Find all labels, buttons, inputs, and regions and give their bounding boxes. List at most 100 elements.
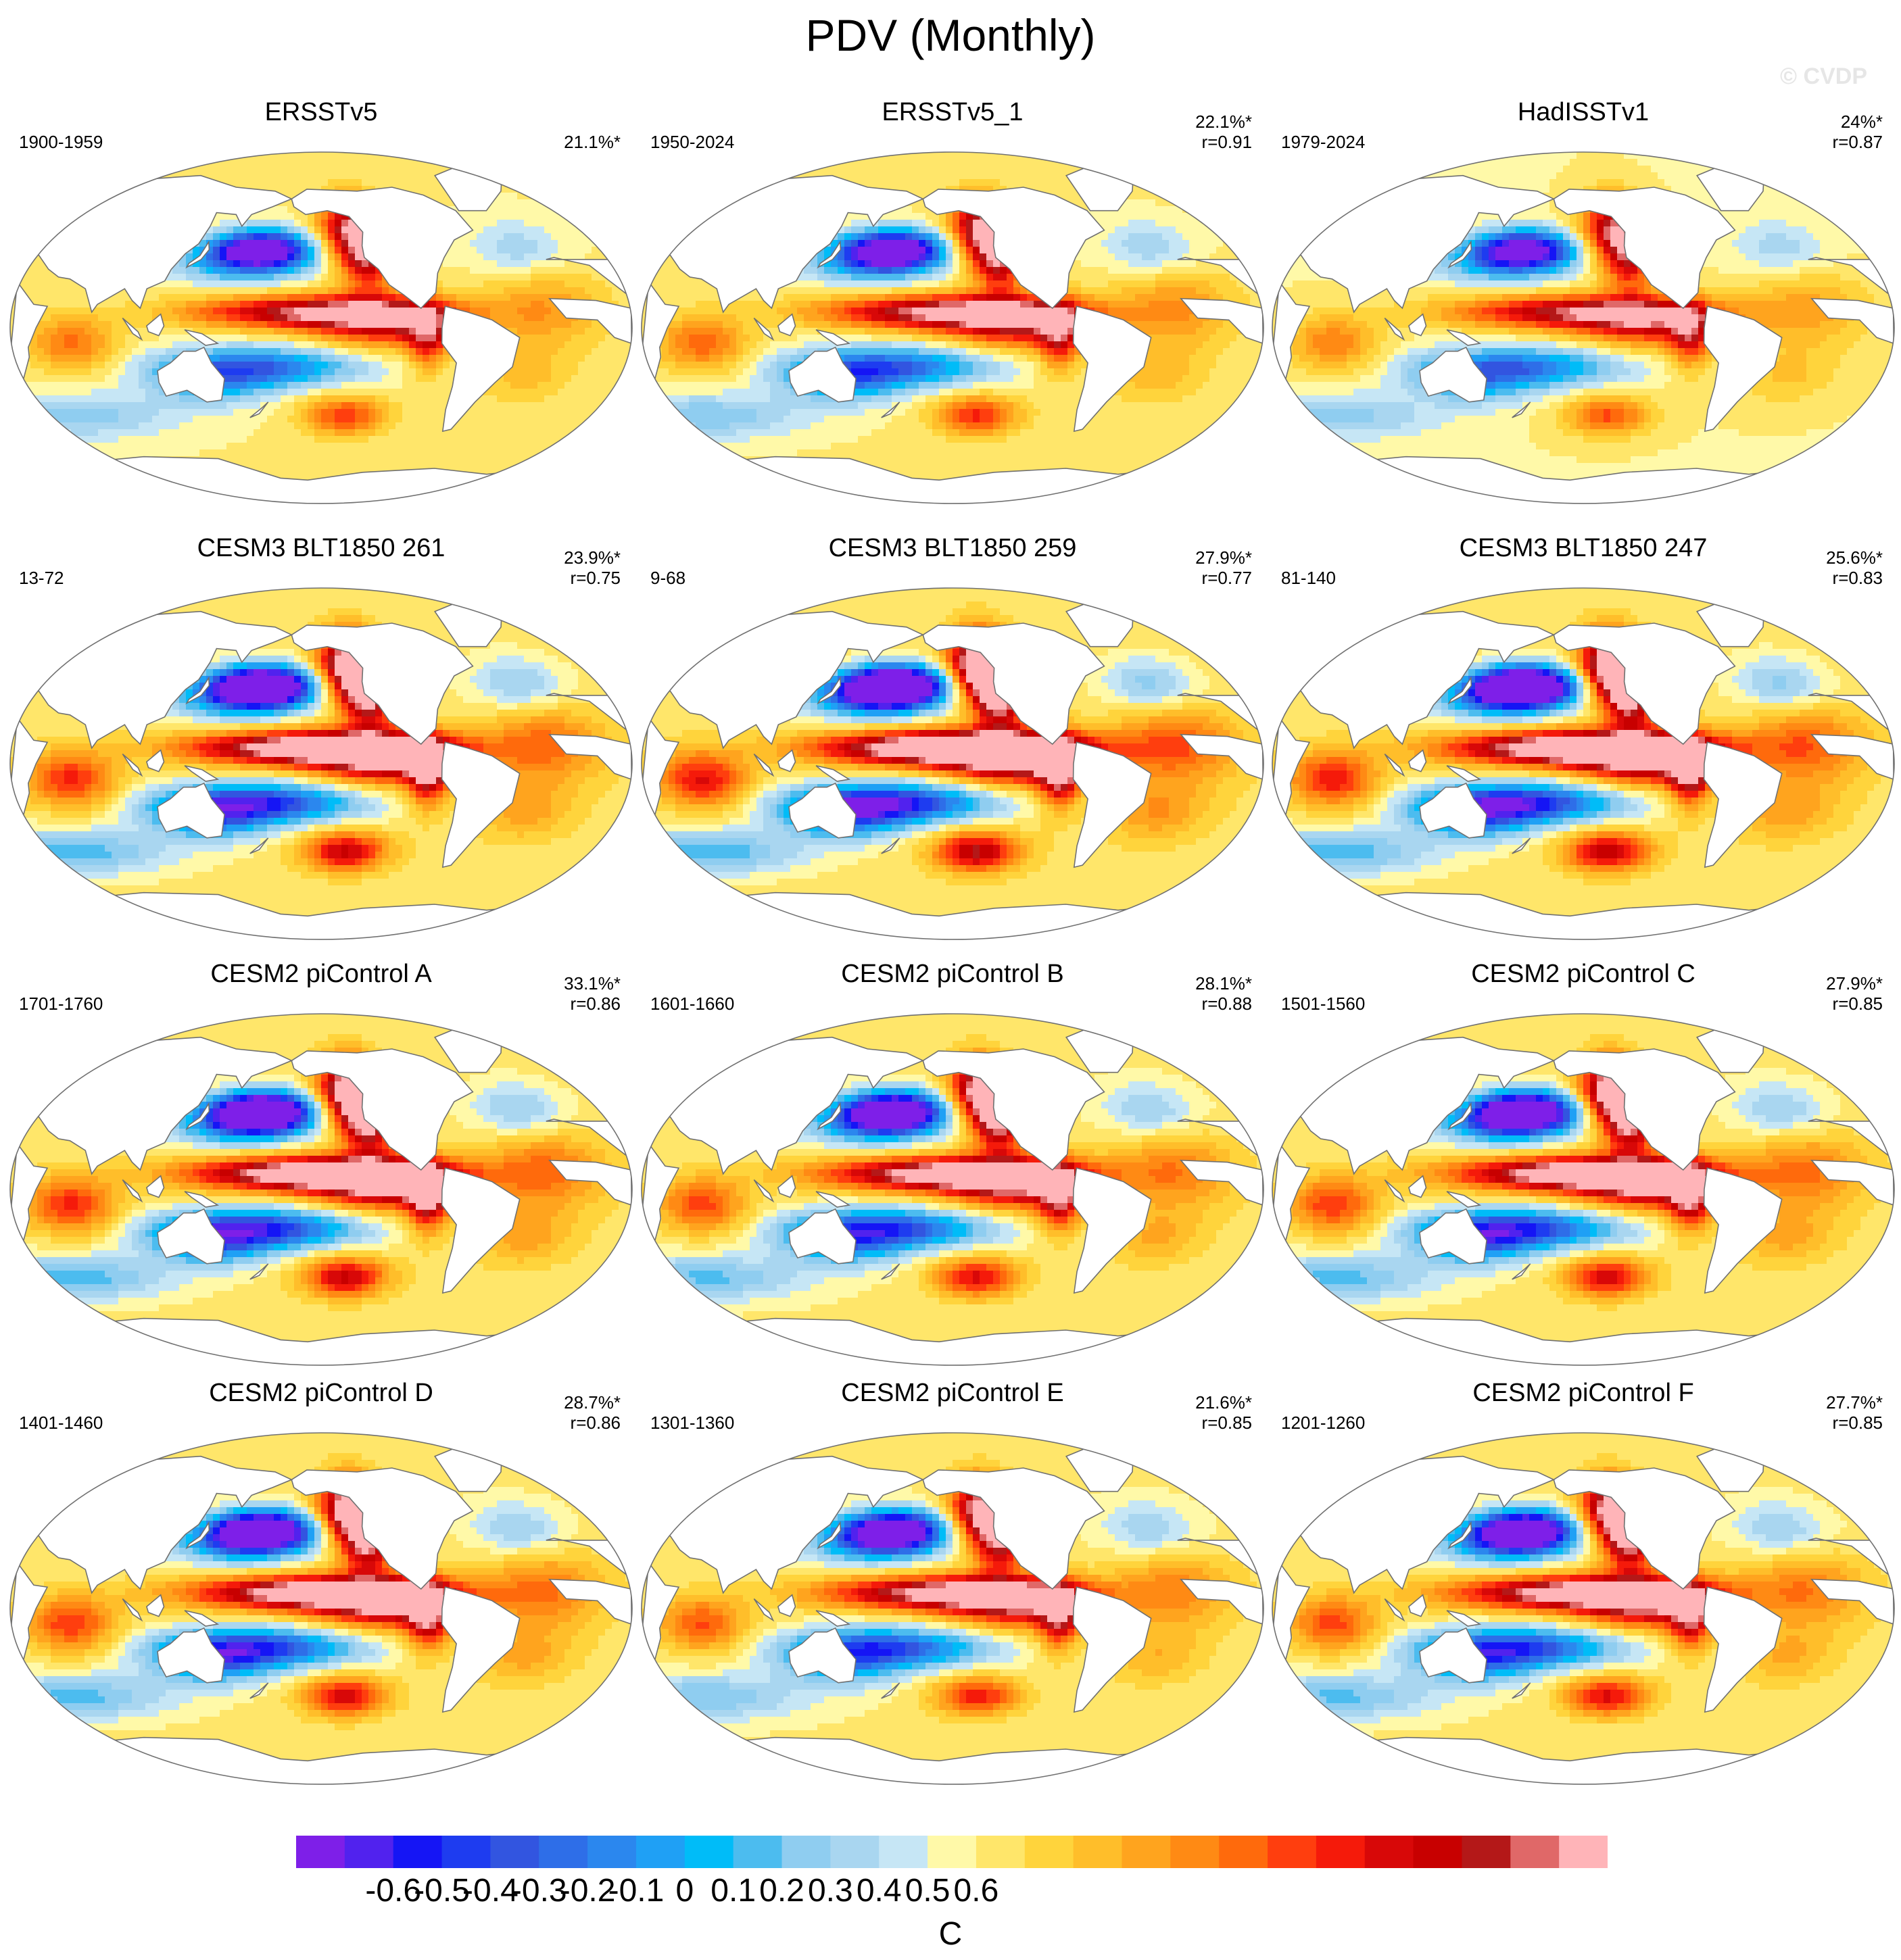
colorbar-swatch bbox=[441, 1836, 491, 1868]
land-eurasia bbox=[25, 610, 293, 750]
panel-pattern-correlation: r=0.83 bbox=[1833, 568, 1883, 589]
land-australia bbox=[788, 782, 857, 839]
map-border bbox=[1272, 1432, 1895, 1785]
sst-field bbox=[642, 152, 1264, 504]
land-japan bbox=[1447, 1521, 1472, 1550]
land-new-zealand bbox=[881, 1682, 900, 1699]
land-africa-west bbox=[1179, 297, 1264, 345]
land-japan bbox=[185, 240, 210, 269]
colorbar bbox=[296, 1836, 1608, 1868]
land-indonesia-borneo bbox=[1407, 749, 1427, 773]
land-north-america bbox=[922, 1467, 1105, 1590]
land-new-guinea bbox=[815, 1610, 851, 1627]
land-north-america bbox=[1553, 187, 1736, 310]
colorbar-tick-label: -0.3 bbox=[498, 1872, 579, 1909]
panel-title: ERSSTv5_1 bbox=[638, 98, 1267, 127]
land-australia bbox=[788, 1208, 857, 1265]
panel-variance-pct: 23.9%* bbox=[564, 547, 621, 568]
panel-years: 1201-1260 bbox=[1281, 1413, 1365, 1434]
colorbar-swatch bbox=[1219, 1836, 1268, 1868]
colorbar-swatch bbox=[1170, 1836, 1220, 1868]
colorbar-swatch bbox=[635, 1836, 685, 1868]
land-australia bbox=[1419, 1208, 1487, 1265]
panel-variance-pct: 28.1%* bbox=[1195, 973, 1252, 994]
map-panel: CESM3 BLT1850 259 9-68 27.9%* r=0.77 bbox=[638, 534, 1267, 953]
panel-years: 9-68 bbox=[650, 568, 685, 589]
colorbar-swatch bbox=[1462, 1836, 1511, 1868]
land-south-america bbox=[1703, 305, 1783, 433]
land-north-america bbox=[1553, 1467, 1736, 1590]
panel-title: CESM2 piControl D bbox=[7, 1379, 635, 1408]
land-japan bbox=[817, 240, 842, 269]
colorbar-swatch bbox=[684, 1836, 734, 1868]
land-japan bbox=[1447, 676, 1472, 705]
pdv-map bbox=[9, 1013, 633, 1366]
land-africa-west bbox=[548, 733, 632, 781]
map-border bbox=[9, 587, 633, 940]
land-indonesia-borneo bbox=[145, 749, 165, 773]
land-new-zealand bbox=[881, 401, 900, 418]
panel-variance-pct: 28.7%* bbox=[564, 1392, 621, 1413]
panel-pattern-correlation: r=0.87 bbox=[1833, 132, 1883, 153]
panel-variance-pct: 33.1%* bbox=[564, 973, 621, 994]
land-new-guinea bbox=[815, 765, 851, 782]
land-africa-west bbox=[1810, 297, 1894, 345]
panel-years: 1701-1760 bbox=[19, 994, 103, 1014]
panel-title: CESM2 piControl B bbox=[638, 960, 1267, 989]
panel-variance-pct: 27.9%* bbox=[1826, 973, 1883, 994]
colorbar-swatch bbox=[587, 1836, 637, 1868]
pdv-map bbox=[641, 151, 1264, 504]
land-eurasia bbox=[656, 1455, 925, 1594]
panel-years: 1950-2024 bbox=[650, 132, 734, 153]
land-eurasia bbox=[656, 1036, 925, 1175]
colorbar-swatch bbox=[344, 1836, 394, 1868]
panel-title: CESM2 piControl C bbox=[1269, 960, 1898, 989]
panel-title: CESM2 piControl F bbox=[1269, 1379, 1898, 1408]
land-indonesia-borneo bbox=[145, 313, 165, 337]
colorbar-swatch bbox=[490, 1836, 539, 1868]
land-sumatra bbox=[122, 318, 143, 341]
map-panel: CESM2 piControl E 1301-1360 21.6%* r=0.85 bbox=[638, 1379, 1267, 1798]
panel-years: 1401-1460 bbox=[19, 1413, 103, 1434]
land-south-america bbox=[441, 1586, 521, 1713]
land-africa-west bbox=[1179, 733, 1264, 781]
panel-pattern-correlation: r=0.88 bbox=[1202, 994, 1252, 1014]
land-indonesia-borneo bbox=[777, 749, 796, 773]
land-north-america bbox=[1553, 622, 1736, 745]
map-panel: CESM2 piControl F 1201-1260 27.7%* r=0.85 bbox=[1269, 1379, 1898, 1798]
map-panel: ERSSTv5 1900-1959 21.1%* bbox=[7, 98, 635, 517]
colorbar-swatch bbox=[1559, 1836, 1608, 1868]
land-sumatra bbox=[122, 754, 143, 777]
land-eurasia bbox=[25, 1036, 293, 1175]
land-japan bbox=[817, 1521, 842, 1550]
land-japan bbox=[1447, 240, 1472, 269]
land-japan bbox=[817, 1102, 842, 1131]
sst-field bbox=[10, 588, 632, 939]
colorbar-tick-label: 0.3 bbox=[790, 1872, 871, 1909]
land-new-zealand bbox=[881, 1263, 900, 1280]
colorbar-swatch bbox=[296, 1836, 345, 1868]
land-indonesia-borneo bbox=[777, 1594, 796, 1617]
colorbar-swatch bbox=[1122, 1836, 1171, 1868]
land-new-guinea bbox=[1446, 765, 1482, 782]
land-north-america bbox=[922, 187, 1105, 310]
colorbar-tick-label: -0.2 bbox=[547, 1872, 628, 1909]
panel-pattern-correlation: r=0.77 bbox=[1202, 568, 1252, 589]
colorbar-tick-label: 0.2 bbox=[742, 1872, 823, 1909]
map-border bbox=[641, 1013, 1264, 1366]
pdv-map bbox=[9, 587, 633, 940]
land-new-zealand bbox=[249, 401, 269, 418]
colorbar-tick-label: -0.5 bbox=[402, 1872, 483, 1909]
land-south-america bbox=[441, 741, 521, 868]
land-new-guinea bbox=[184, 1191, 220, 1208]
panel-title: CESM3 BLT1850 261 bbox=[7, 534, 635, 563]
land-sumatra bbox=[1384, 318, 1405, 341]
land-south-america bbox=[1072, 741, 1152, 868]
land-sumatra bbox=[753, 318, 775, 341]
panel-title: CESM3 BLT1850 259 bbox=[638, 534, 1267, 563]
land-sumatra bbox=[753, 1179, 775, 1203]
panel-pattern-correlation: r=0.85 bbox=[1833, 1413, 1883, 1434]
land-africa-west bbox=[1179, 1578, 1264, 1625]
panel-title: ERSSTv5 bbox=[7, 98, 635, 127]
map-border bbox=[641, 1432, 1264, 1785]
